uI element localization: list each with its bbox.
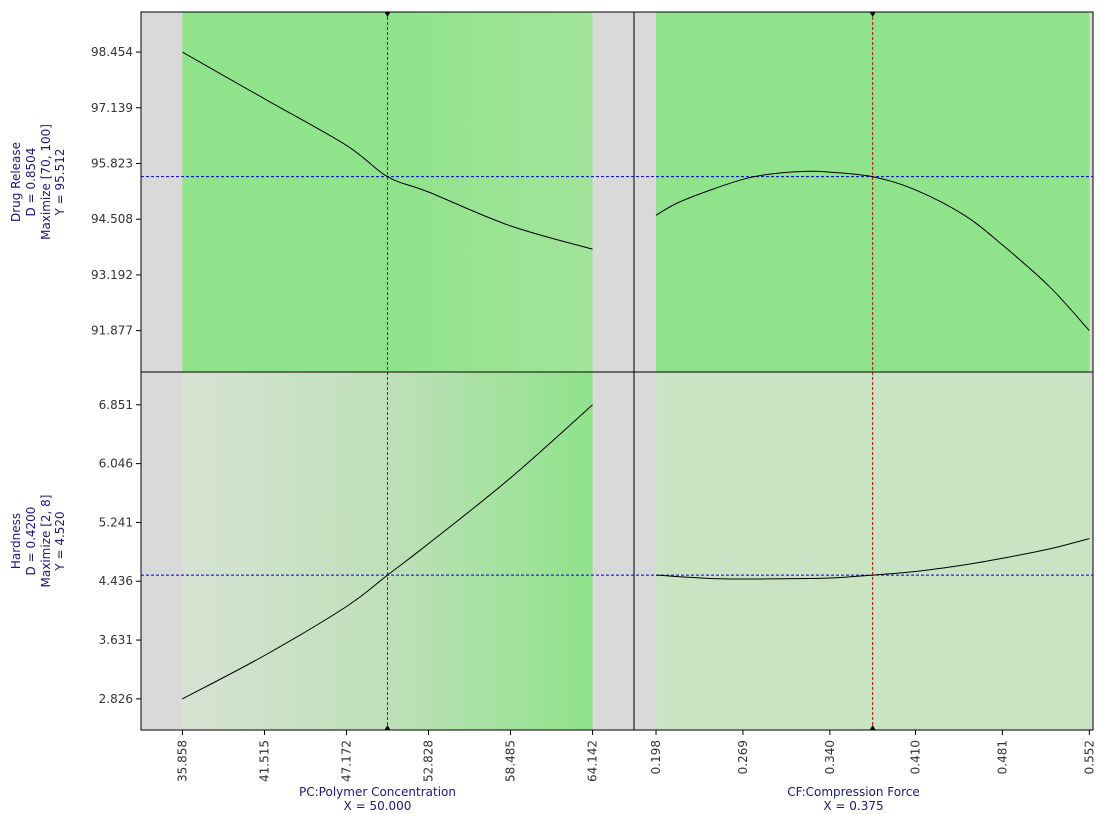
- x-axis-title: CF:Compression Force: [787, 785, 920, 799]
- y-tick-label: 5.241: [99, 515, 133, 529]
- plot-panels: [140, 11, 1094, 731]
- y-axis-title-y-label: Y = 95.512: [53, 148, 67, 216]
- y-tick-label: 95.823: [91, 156, 133, 170]
- y-tick-label: 91.877: [91, 324, 133, 338]
- y-axis-title-goal-label: Maximize [70, 100]: [39, 124, 53, 240]
- x-axis-setting: X = 50.000: [344, 799, 412, 813]
- y-tick-label: 94.508: [91, 212, 133, 226]
- response-curve-cf: [655, 170, 1090, 331]
- response-curve-pc: [182, 404, 593, 700]
- response-curve-cf: [655, 538, 1090, 580]
- y-tick-label: 3.631: [99, 633, 133, 647]
- setting-marker-top: [384, 12, 391, 17]
- x-axis-setting: X = 0.375: [823, 799, 883, 813]
- y-tick-label: 97.139: [91, 101, 133, 115]
- y-axis-title-goal-label: Maximize [2, 8]: [39, 495, 53, 588]
- desirable-region: [182, 372, 593, 730]
- x-tick-label: 0.552: [1082, 740, 1096, 774]
- x-tick-label: 0.410: [909, 740, 923, 774]
- x-tick-label: 0.198: [649, 740, 663, 774]
- plot-frame: [140, 11, 1094, 731]
- desirable-region: [656, 372, 1090, 730]
- y-tick-label: 6.851: [99, 398, 133, 412]
- y-axis-title-d-label: D = 0.4200: [24, 507, 38, 576]
- axis-labels: 98.454 97.139 95.823 94.508 93.192 91.877 6.85…: [9, 45, 1096, 813]
- y-tick-label: 6.046: [99, 457, 133, 471]
- x-tick-label: 47.172: [339, 740, 353, 782]
- setting-marker-bottom: [869, 725, 876, 730]
- setting-marker-top: [869, 12, 876, 17]
- y-tick-label: 93.192: [91, 268, 133, 282]
- x-tick-label: 35.858: [175, 740, 189, 782]
- x-axis-title: PC:Polymer Concentration: [299, 785, 456, 799]
- x-tick-label: 58.485: [504, 740, 518, 782]
- y-axis-title-d-label: D = 0.8504: [24, 148, 38, 217]
- x-tick-label: 0.481: [995, 740, 1009, 774]
- y-axis-title-y-label: Y = 4.520: [53, 511, 67, 571]
- x-tick-label: 64.142: [586, 740, 600, 782]
- y-tick-label: 4.436: [99, 574, 133, 588]
- x-tick-label: 52.828: [422, 740, 436, 782]
- x-tick-label: 0.340: [823, 740, 837, 774]
- x-tick-label: 0.269: [736, 740, 750, 774]
- y-axis-title-name-label: Drug Release: [9, 142, 23, 222]
- setting-marker-bottom: [384, 725, 391, 730]
- response-curve-pc: [182, 51, 593, 250]
- y-tick-label: 2.826: [99, 692, 133, 706]
- y-tick-label: 98.454: [91, 45, 133, 59]
- y-axis-title-name-label: Hardness: [9, 513, 23, 569]
- x-tick-label: 41.515: [257, 740, 271, 782]
